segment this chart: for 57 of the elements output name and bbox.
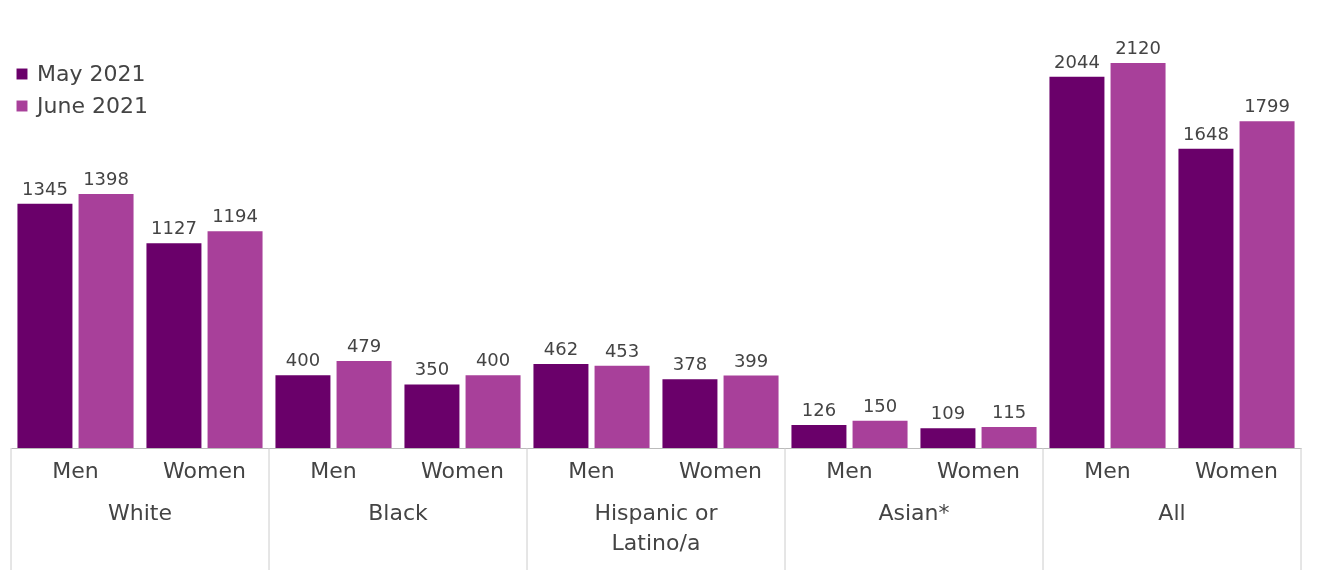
bar (662, 379, 718, 448)
data-label: 453 (604, 339, 640, 361)
data-label: 462 (543, 338, 579, 360)
bar (981, 427, 1037, 448)
text: White (108, 500, 172, 525)
bar (1178, 148, 1234, 448)
text: Black (368, 500, 429, 525)
x-tick-label: Women (421, 457, 504, 483)
x-tick-label: Women (937, 457, 1020, 483)
data-label: 109 (930, 402, 966, 424)
data-label: 2120 (1115, 37, 1161, 58)
bar (920, 428, 976, 448)
data-label: 115 (991, 401, 1027, 423)
x-tick-label: Men (1084, 457, 1131, 483)
x-tick-label: Women (1195, 457, 1278, 483)
x-tick-label: Women (163, 457, 246, 483)
data-label: 150 (862, 394, 898, 416)
bar (207, 231, 263, 448)
bar (336, 361, 392, 448)
bar (1110, 63, 1166, 448)
bar (17, 203, 73, 448)
data-label: 1398 (83, 168, 129, 190)
x-tick-label: Men (568, 457, 615, 483)
text: Hispanic or Latino/a (594, 500, 719, 555)
bar (1239, 121, 1295, 448)
bar (275, 375, 331, 448)
x-tick-label: Women (679, 457, 762, 483)
data-label: 2044 (1054, 50, 1100, 72)
bar (723, 375, 779, 448)
x-tick-label: Men (310, 457, 357, 483)
bar (791, 425, 847, 448)
bar (465, 375, 521, 448)
data-label: 126 (801, 399, 837, 421)
data-label: 378 (672, 353, 708, 375)
x-tick-label: Men (826, 457, 873, 483)
bar (78, 194, 134, 448)
bar (533, 364, 589, 448)
legend-label: May 2021 (37, 61, 146, 86)
x-tick-label: Men (52, 457, 99, 483)
data-label: 1345 (22, 177, 68, 199)
data-label: 1194 (212, 205, 258, 227)
text: All (1158, 500, 1186, 525)
data-label: 479 (346, 335, 382, 357)
data-label: 400 (285, 349, 321, 371)
text: Asian* (878, 500, 950, 525)
data-label: 399 (733, 349, 769, 371)
bar (146, 243, 202, 448)
data-label: 1648 (1183, 122, 1229, 144)
bar (1049, 76, 1105, 448)
bar (594, 365, 650, 448)
data-label: 350 (414, 358, 450, 380)
data-label: 1799 (1244, 95, 1290, 117)
legend-label: June 2021 (35, 93, 148, 118)
bar (404, 384, 460, 448)
data-label: 1127 (151, 217, 197, 239)
bar (852, 420, 908, 448)
data-label: 400 (475, 349, 511, 371)
